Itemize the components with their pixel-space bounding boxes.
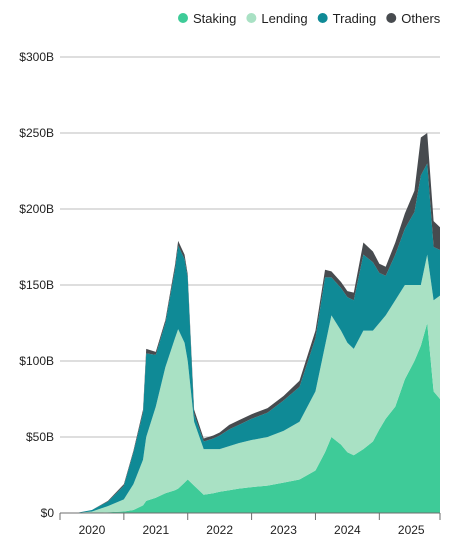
y-tick-label: $50B: [26, 430, 54, 444]
legend-label: Trading: [333, 11, 377, 26]
legend-swatch: [246, 13, 257, 23]
area-lending: [60, 254, 440, 513]
x-tick-label: 2021: [142, 523, 169, 537]
legend-label: Others: [401, 11, 441, 26]
y-tick-label: $150B: [19, 278, 54, 292]
legend-label: Staking: [193, 11, 236, 26]
series-areas: [60, 133, 440, 513]
legend-swatch: [386, 13, 397, 23]
legend[interactable]: Staking Lending Trading Others: [178, 11, 441, 26]
x-tick-label: 2024: [334, 523, 361, 537]
legend-swatch: [317, 13, 328, 23]
x-tick-label: 2023: [270, 523, 297, 537]
legend-label: Lending: [261, 11, 307, 26]
legend-swatch: [178, 13, 188, 23]
axes: $300B $250B $200B $150B $100B $50B $0 2020 2021 2…: [19, 50, 441, 537]
area-staking: [60, 323, 440, 513]
y-tick-label: $0: [41, 506, 55, 520]
x-tick-label: 2025: [398, 523, 425, 537]
legend-item-others[interactable]: Others: [386, 11, 441, 26]
y-tick-label: $200B: [19, 202, 54, 216]
legend-item-lending[interactable]: Lending: [246, 11, 308, 26]
x-tick-label: 2022: [206, 523, 233, 537]
y-tick-label: $300B: [19, 50, 54, 64]
y-tick-label: $100B: [19, 354, 54, 368]
legend-item-trading[interactable]: Trading: [317, 11, 377, 26]
legend-item-staking[interactable]: Staking: [178, 11, 236, 26]
x-tick-label: 2020: [79, 523, 106, 537]
y-tick-label: $250B: [19, 126, 54, 140]
